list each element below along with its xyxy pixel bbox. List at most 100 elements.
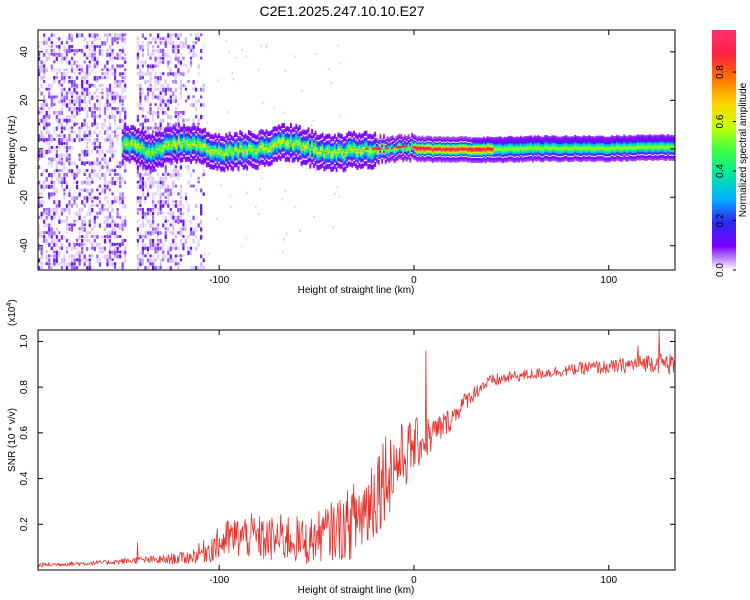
spectrogram-cell bbox=[169, 56, 172, 60]
spectrogram-cell bbox=[159, 41, 162, 45]
spectrogram-cell bbox=[127, 133, 129, 135]
spectrogram-cell bbox=[155, 159, 157, 161]
spectrogram-cell bbox=[179, 200, 183, 205]
spectrogram-cell bbox=[169, 151, 172, 153]
spectrogram-cell bbox=[60, 262, 63, 266]
spectrogram-cell bbox=[228, 154, 231, 157]
spectrogram-cell bbox=[169, 136, 172, 139]
spectrogram-cell bbox=[91, 41, 94, 45]
spectrogram-cell bbox=[265, 135, 268, 137]
spectrogram-cell bbox=[88, 238, 91, 243]
spectrogram-cell bbox=[242, 142, 245, 144]
spectrogram-cell bbox=[304, 144, 306, 146]
spectrogram-cell bbox=[151, 163, 154, 166]
spectrogram-cell bbox=[93, 45, 96, 50]
spectrogram-cell bbox=[141, 152, 143, 154]
spectrogram-cell bbox=[139, 134, 142, 137]
spectrogram-cell bbox=[307, 143, 310, 145]
spectrogram-cell bbox=[293, 129, 296, 131]
spectrogram-cell bbox=[146, 144, 149, 147]
spectrogram-cell bbox=[127, 141, 129, 144]
spectrogram-cell bbox=[141, 122, 145, 128]
spectrogram-cell bbox=[255, 146, 257, 149]
spectrogram-cell bbox=[91, 246, 94, 250]
spectrogram-cell bbox=[45, 262, 48, 266]
spectrogram-cell bbox=[163, 138, 166, 140]
spectrogram-cell bbox=[300, 139, 303, 141]
spectrogram-cell bbox=[73, 103, 76, 106]
spectrogram-cell bbox=[106, 41, 109, 44]
spectrogram-cell bbox=[172, 139, 175, 141]
spectrogram-cell bbox=[207, 148, 210, 151]
spectrogram-cell bbox=[276, 139, 278, 142]
spectrogram-cell bbox=[65, 250, 69, 254]
spectrogram-cell bbox=[60, 126, 63, 130]
spectrogram-cell bbox=[156, 151, 159, 153]
spectrogram-cell bbox=[184, 192, 188, 197]
spectrogram-cell bbox=[193, 132, 196, 134]
spectrogram-cell bbox=[78, 215, 81, 221]
spectrogram-cell bbox=[55, 153, 58, 158]
spectrogram-cell bbox=[273, 106, 275, 109]
spectrogram-cell bbox=[151, 169, 155, 173]
spectrogram-cell bbox=[181, 128, 184, 130]
spectrogram-cell bbox=[212, 159, 215, 162]
spectrogram-cell bbox=[286, 141, 289, 144]
spectrogram-cell bbox=[121, 132, 124, 135]
spectrogram-cell bbox=[179, 95, 183, 100]
spectrogram-cell bbox=[151, 114, 155, 119]
spectrogram-cell bbox=[38, 231, 41, 236]
spectrogram-cell bbox=[276, 138, 278, 141]
spectrogram-cell bbox=[156, 150, 159, 152]
spectrogram-cell bbox=[253, 152, 256, 155]
spectrogram-cell bbox=[103, 107, 107, 111]
spectrogram-cell bbox=[293, 149, 296, 152]
spectrogram-cell bbox=[48, 207, 51, 213]
spectrogram-cell bbox=[106, 91, 109, 96]
spectrogram-cell bbox=[191, 149, 194, 152]
spectrogram-cell bbox=[113, 134, 117, 138]
spectrogram-cell bbox=[155, 153, 157, 155]
spectrogram-cell bbox=[212, 148, 215, 151]
spectrogram-cell bbox=[191, 126, 194, 129]
spectrogram-cell bbox=[43, 95, 46, 100]
spectrogram-cell bbox=[65, 246, 69, 250]
spectrogram-cell bbox=[38, 215, 41, 220]
spectrogram-cell bbox=[221, 154, 224, 156]
spectrogram-cell bbox=[274, 150, 277, 152]
spectrogram-cell bbox=[311, 151, 314, 154]
spectrogram-cell bbox=[70, 56, 74, 61]
spectrogram-cell bbox=[137, 146, 140, 148]
spectrogram-cell bbox=[209, 167, 212, 170]
spectrogram-cell bbox=[154, 64, 157, 68]
spectrogram-cell bbox=[157, 110, 160, 115]
spectrogram-cell bbox=[73, 254, 76, 258]
spectrogram-cell bbox=[276, 147, 278, 149]
spectrogram-cell bbox=[141, 250, 145, 255]
spectrogram-cell bbox=[284, 152, 287, 154]
spectrogram-cell bbox=[277, 135, 280, 137]
spectrogram-cell bbox=[283, 142, 285, 144]
spectrogram-cell bbox=[195, 150, 198, 152]
spectrogram-cell bbox=[274, 133, 277, 135]
spectrogram-cell bbox=[108, 180, 112, 184]
spectrogram-cell bbox=[188, 150, 191, 153]
spectrogram-cell bbox=[86, 138, 89, 142]
spectrogram-cell bbox=[113, 219, 117, 224]
spectrogram-cell bbox=[152, 270, 154, 274]
spectrogram-cell bbox=[75, 33, 79, 38]
spectrogram-cell bbox=[186, 135, 189, 138]
spectrogram-cell bbox=[183, 127, 186, 129]
spectrogram-cell bbox=[300, 138, 303, 140]
spectrogram-cell bbox=[141, 60, 145, 65]
spectrogram-cell bbox=[103, 138, 107, 143]
spectrogram-cell bbox=[300, 164, 303, 167]
spectrogram-cell bbox=[246, 146, 249, 148]
spectrogram-cell bbox=[182, 112, 185, 115]
spectrogram-cell bbox=[136, 235, 139, 239]
spectrogram-cell bbox=[226, 151, 229, 153]
spectrogram-cell bbox=[169, 114, 172, 120]
spectrogram-cell bbox=[307, 144, 310, 146]
spectrogram-cell bbox=[195, 246, 198, 251]
spectrogram-cell bbox=[111, 52, 114, 56]
